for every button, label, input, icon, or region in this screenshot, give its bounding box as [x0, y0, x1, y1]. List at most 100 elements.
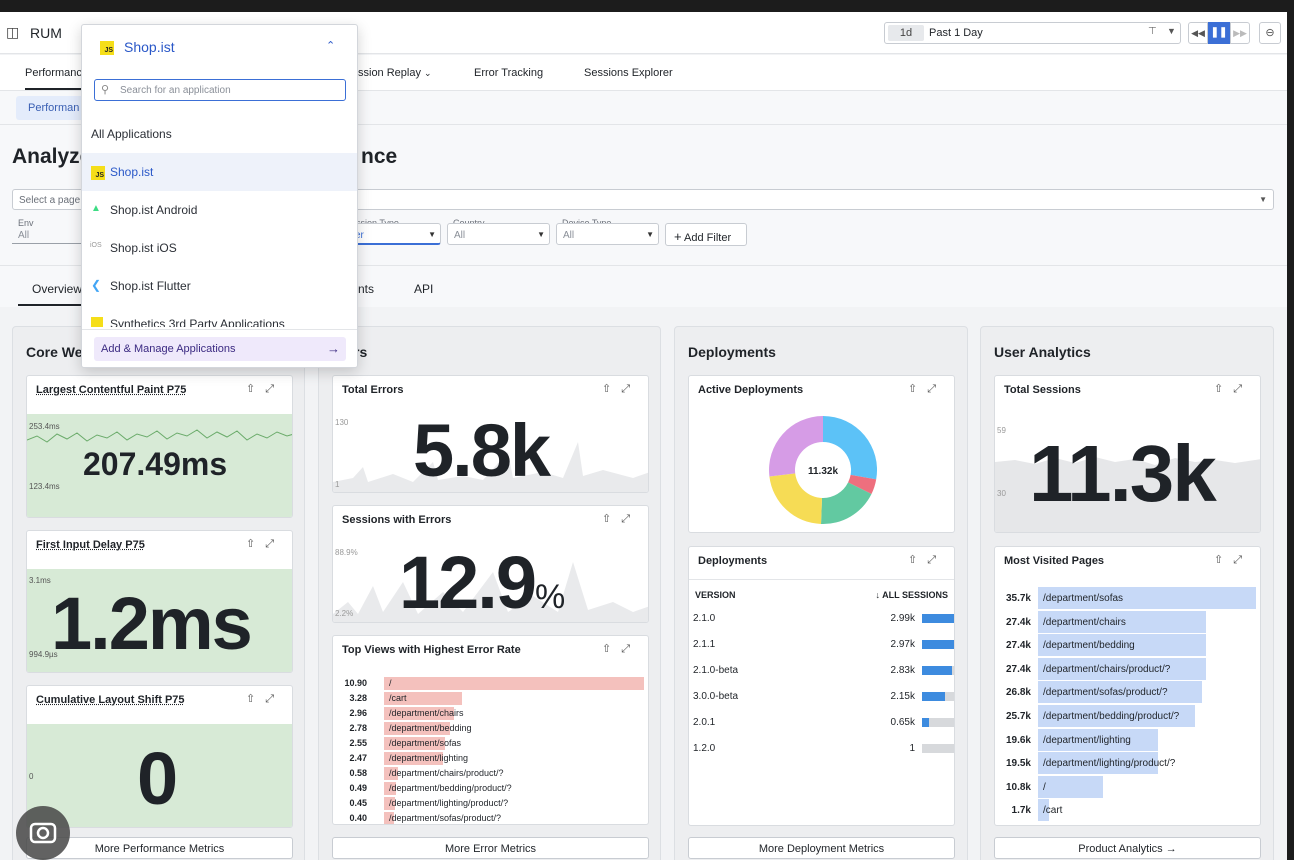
expand-icon[interactable]: ⤢	[621, 383, 640, 395]
pause-button[interactable]: ❚❚	[1208, 22, 1230, 44]
export-icon[interactable]: ⇧	[245, 383, 266, 395]
error-rate-bar	[384, 767, 398, 780]
expand-icon[interactable]: ⤢	[927, 554, 946, 566]
error-rate-bar	[384, 692, 462, 705]
session-type-filter[interactable]: er ▼	[350, 223, 441, 245]
chevron-down-icon[interactable]: ▼	[1167, 26, 1176, 36]
core-web-vitals-panel: Core We Largest Contentful Paint P75 ⇧⤢ …	[12, 326, 305, 860]
error-view-label: /department/sofas/product/?	[389, 813, 502, 823]
export-icon[interactable]: ⇧	[1213, 554, 1234, 566]
cls-title[interactable]: Cumulative Layout Shift P75	[36, 694, 185, 706]
tab-api[interactable]: API	[414, 282, 434, 296]
expand-icon[interactable]: ⤢	[621, 643, 640, 655]
app-item-ios[interactable]: iOS Shop.ist iOS	[82, 229, 357, 267]
tab-events-partial[interactable]: nts	[358, 282, 375, 296]
deployment-row[interactable]: 2.1.1 2.97k	[693, 633, 954, 659]
expand-icon[interactable]: ⤢	[265, 538, 284, 550]
visited-page-row[interactable]: 27.4k/department/bedding	[1001, 634, 1260, 658]
env-filter[interactable]: All	[12, 223, 82, 244]
app-item-android[interactable]: ▲ Shop.ist Android	[82, 191, 357, 229]
all-applications-item[interactable]: All Applications	[91, 127, 172, 141]
visited-page-row[interactable]: 19.5k/department/lighting/product/?	[1001, 752, 1260, 776]
add-manage-applications-button[interactable]: Add & Manage Applications →	[94, 337, 346, 361]
deployment-row[interactable]: 2.0.1 0.65k	[693, 711, 954, 737]
error-view-row[interactable]: 2.47/department/lighting	[343, 751, 643, 765]
col-all-sessions[interactable]: ↓ ALL SESSIONS	[875, 590, 948, 600]
visited-page-row[interactable]: 26.8k/department/sofas/product/?	[1001, 681, 1260, 705]
lcp-title[interactable]: Largest Contentful Paint P75	[36, 384, 187, 396]
error-view-row[interactable]: 2.78/department/bedding	[343, 721, 643, 735]
app-item-shopist[interactable]: JS Shop.ist	[82, 153, 357, 191]
rewind-button[interactable]: ◀◀	[1188, 22, 1208, 44]
app-item-flutter[interactable]: ❮ Shop.ist Flutter	[82, 267, 357, 305]
add-filter-button[interactable]: + Add Filter	[665, 223, 747, 246]
visited-page-label: /department/lighting/product/?	[1043, 758, 1176, 770]
active-deployments-title: Active Deployments	[698, 384, 804, 396]
deployment-row[interactable]: 2.1.0-beta 2.83k	[693, 659, 954, 685]
visited-page-row[interactable]: 27.4k/department/chairs	[1001, 610, 1260, 635]
visited-page-row[interactable]: 25.7k/department/bedding/product/?	[1001, 705, 1260, 729]
deployment-row[interactable]: 3.0.0-beta 2.15k	[693, 685, 954, 711]
export-icon[interactable]: ⇧	[601, 383, 622, 395]
forward-button[interactable]: ▶▶	[1230, 22, 1250, 44]
card-icons: ⇧⤢	[908, 382, 946, 396]
visited-page-row[interactable]: 27.4k/department/chairs/product/?	[1001, 657, 1260, 682]
deployment-row[interactable]: 2.1.0 2.99k	[693, 607, 954, 633]
app-item-synthetics[interactable]: Synthetics 3rd Party Applications	[82, 305, 357, 327]
export-icon[interactable]: ⇧	[601, 513, 622, 525]
export-icon[interactable]: ⇧	[907, 554, 928, 566]
chevron-up-icon[interactable]: ⌃	[326, 40, 336, 52]
error-view-row[interactable]: 0.49/department/bedding/product/?	[343, 781, 643, 795]
deployment-row[interactable]: 1.2.0 1	[693, 737, 954, 763]
deployment-version: 3.0.0-beta	[693, 691, 739, 702]
export-icon[interactable]: ⇧	[1213, 383, 1234, 395]
deployment-version: 2.1.1	[693, 639, 716, 650]
expand-icon[interactable]: ⤢	[621, 513, 640, 525]
error-view-row[interactable]: 10.90 /	[343, 676, 644, 690]
errors-panel: rs Total Errors ⇧⤢ 130 1 5.8k Sessions w…	[318, 326, 661, 860]
error-view-row[interactable]: 2.96/department/chairs	[343, 706, 643, 720]
expand-icon[interactable]: ⤢	[265, 693, 284, 705]
visited-page-row[interactable]: 1.7k/cart	[1001, 799, 1260, 823]
time-picker[interactable]: 1d Past 1 Day ⊤ ▼	[884, 22, 1181, 44]
export-icon[interactable]: ⇧	[245, 693, 266, 705]
most-visited-card: Most Visited Pages ⇧⤢ 35.7k/department/s…	[994, 546, 1261, 826]
expand-icon[interactable]: ⤢	[1233, 554, 1252, 566]
fid-title[interactable]: First Input Delay P75	[36, 539, 145, 551]
visited-page-row[interactable]: 35.7k/department/sofas	[1001, 587, 1260, 611]
expand-icon[interactable]: ⤢	[1233, 383, 1252, 395]
total-sessions-axis-bottom: 30	[997, 489, 1006, 498]
visited-page-row[interactable]: 10.8k /	[1001, 775, 1260, 800]
application-search[interactable]: ⚲ Search for an application	[94, 79, 346, 101]
rum-app: ◫ RUM 1d Past 1 Day ⊤ ▼ ◀◀ ❚❚ ▶▶ ⊖ Perfo…	[0, 12, 1287, 860]
more-performance-metrics-button[interactable]: More Performance Metrics	[26, 837, 293, 859]
export-icon[interactable]: ⇧	[907, 383, 928, 395]
tab-sessions-explorer[interactable]: Sessions Explorer	[584, 67, 673, 79]
dropdown-header[interactable]: JS Shop.ist ⌃	[82, 25, 357, 69]
export-icon[interactable]: ⇧	[601, 643, 622, 655]
device-type-filter[interactable]: All ▼	[556, 223, 659, 245]
error-view-row[interactable]: 2.55/department/sofas	[343, 736, 643, 750]
product-analytics-button[interactable]: Product Analytics →	[994, 837, 1261, 859]
tab-session-replay[interactable]: ssion Replay ⌄	[358, 67, 432, 79]
error-view-row[interactable]: 0.40/department/sofas/product/?	[343, 811, 643, 824]
camera-search-icon[interactable]	[16, 806, 70, 860]
expand-icon[interactable]: ⤢	[927, 383, 946, 395]
expand-icon[interactable]: ⤢	[265, 383, 284, 395]
visits-bar	[1038, 681, 1202, 704]
sessions-with-errors-card: Sessions with Errors ⇧⤢ 88.9% 2.2% 12.9%	[332, 505, 649, 623]
export-icon[interactable]: ⇧	[245, 538, 266, 550]
error-view-row[interactable]: 0.58/department/chairs/product/?	[343, 766, 643, 780]
more-error-metrics-button[interactable]: More Error Metrics	[332, 837, 649, 859]
zoom-out-button[interactable]: ⊖	[1259, 22, 1281, 44]
error-view-row[interactable]: 0.45/department/lighting/product/?	[343, 796, 643, 810]
pin-icon[interactable]: ⊤	[1148, 26, 1157, 37]
more-deployment-metrics-button[interactable]: More Deployment Metrics	[688, 837, 955, 859]
tab-performance[interactable]: Performanc	[25, 67, 82, 79]
country-filter[interactable]: All ▼	[447, 223, 550, 245]
tab-overview[interactable]: Overview	[32, 282, 83, 296]
error-view-row[interactable]: 3.28/cart	[343, 691, 643, 705]
col-version[interactable]: VERSION	[695, 590, 736, 600]
visited-page-row[interactable]: 19.6k/department/lighting	[1001, 728, 1260, 753]
tab-error-tracking[interactable]: Error Tracking	[474, 67, 544, 79]
